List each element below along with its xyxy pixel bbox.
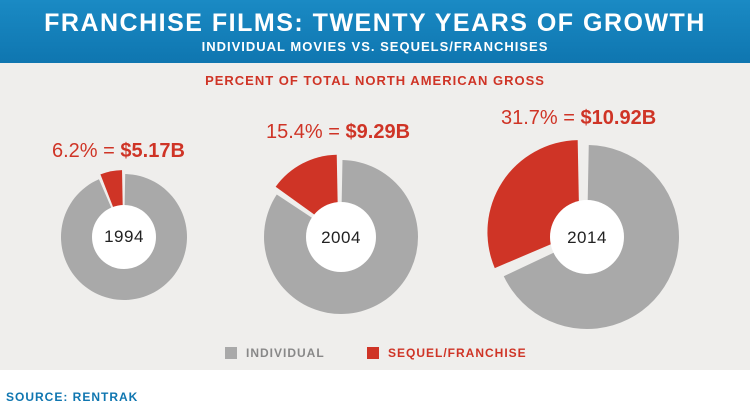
donut-hole-2014 bbox=[550, 200, 624, 274]
percent-label-1994: 6.2% bbox=[52, 140, 98, 162]
gross-label-2014: $10.92B bbox=[580, 107, 657, 129]
percent-label-2014: 31.7% bbox=[501, 107, 558, 129]
year-label-2004: 2004 bbox=[321, 228, 361, 247]
page-title: FRANCHISE FILMS: TWENTY YEARS OF GROWTH bbox=[44, 9, 706, 37]
legend-swatch-individual bbox=[225, 347, 237, 359]
legend-label-franchise: SEQUEL/FRANCHISE bbox=[388, 346, 527, 360]
legend-item-individual: INDIVIDUAL bbox=[225, 346, 325, 360]
donut-hole-2004 bbox=[306, 202, 376, 272]
page-subtitle: INDIVIDUAL MOVIES VS. SEQUELS/FRANCHISES bbox=[201, 39, 549, 54]
chart-title: PERCENT OF TOTAL NORTH AMERICAN GROSS bbox=[205, 73, 545, 88]
header-banner: FRANCHISE FILMS: TWENTY YEARS OF GROWTH … bbox=[0, 0, 750, 63]
year-label-1994: 1994 bbox=[104, 227, 144, 246]
pie-label-2014: 31.7% = $10.92B bbox=[501, 107, 657, 129]
percent-label-2004: 15.4% bbox=[266, 121, 323, 143]
pie-charts bbox=[61, 140, 679, 329]
source-note: SOURCE: RENTRAK bbox=[6, 390, 139, 404]
gross-label-2004: $9.29B bbox=[345, 121, 411, 143]
pie-label-2004: 15.4% = $9.29B bbox=[266, 121, 411, 143]
year-label-2014: 2014 bbox=[567, 228, 607, 247]
gross-label-1994: $5.17B bbox=[120, 140, 185, 162]
legend-label-individual: INDIVIDUAL bbox=[246, 346, 325, 360]
legend-item-franchise: SEQUEL/FRANCHISE bbox=[367, 346, 527, 360]
pie-label-1994: 6.2% = $5.17B bbox=[52, 140, 185, 162]
legend-swatch-franchise bbox=[367, 347, 379, 359]
donut-hole-1994 bbox=[92, 205, 156, 269]
